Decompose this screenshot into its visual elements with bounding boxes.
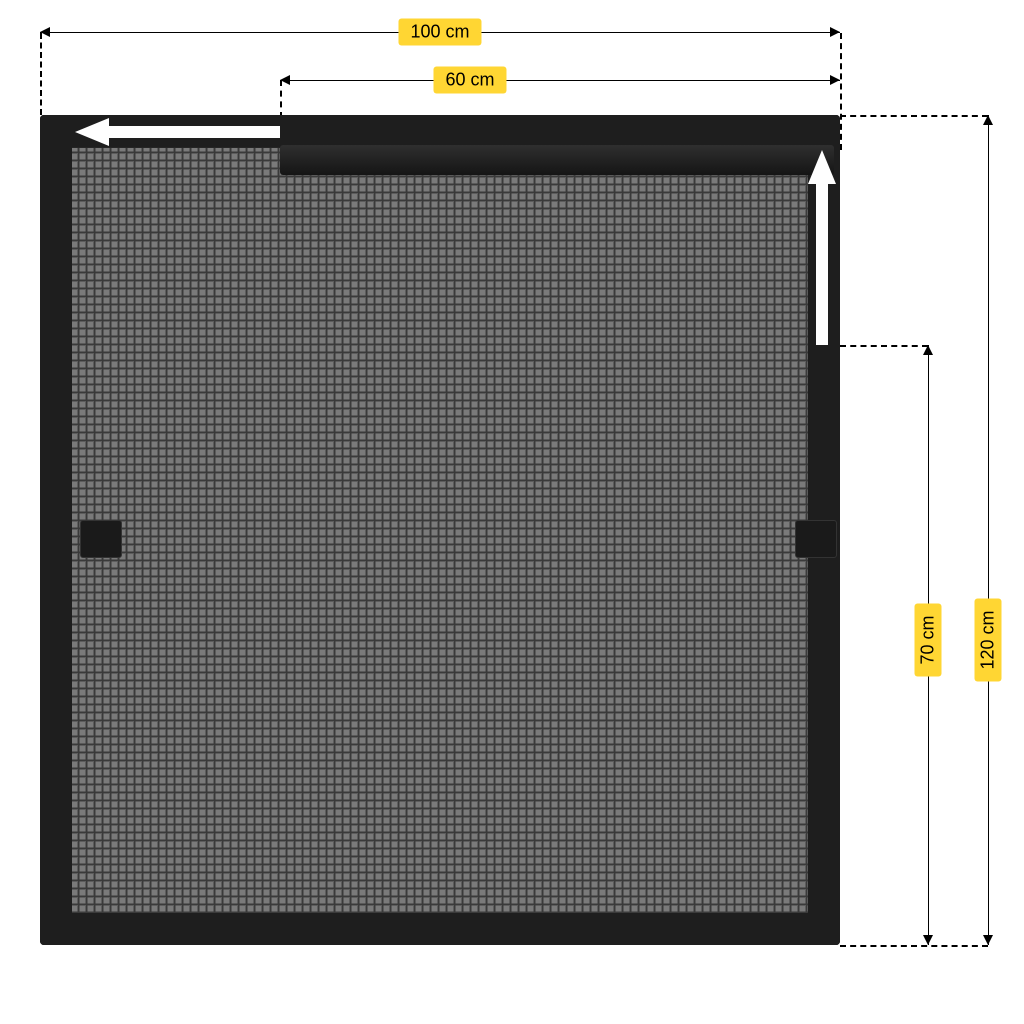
dim-label-inner-width: 60 cm <box>433 67 506 94</box>
dim-arrow <box>830 27 840 37</box>
inner-frame-top-rail <box>280 145 834 175</box>
dim-label-inner-height: 70 cm <box>915 603 942 676</box>
frame-rail-left <box>40 115 72 945</box>
frame-clip-right <box>795 520 837 558</box>
dim-arrow <box>923 935 933 945</box>
dim-label-outer-width: 100 cm <box>398 19 481 46</box>
frame-clip-left <box>80 520 122 558</box>
dim-guide <box>840 345 928 347</box>
dim-label-outer-height: 120 cm <box>975 598 1002 681</box>
dim-guide <box>40 33 42 115</box>
frame-rail-top <box>40 115 840 147</box>
frame-rail-bottom <box>40 913 840 945</box>
screen-mesh <box>70 148 810 913</box>
dim-line-inner-width <box>280 80 840 81</box>
dim-arrow <box>830 75 840 85</box>
dim-guide <box>840 33 842 150</box>
dim-line-outer-height <box>988 115 989 945</box>
dim-guide <box>840 945 988 947</box>
dim-arrow <box>983 935 993 945</box>
dim-guide <box>840 115 988 117</box>
